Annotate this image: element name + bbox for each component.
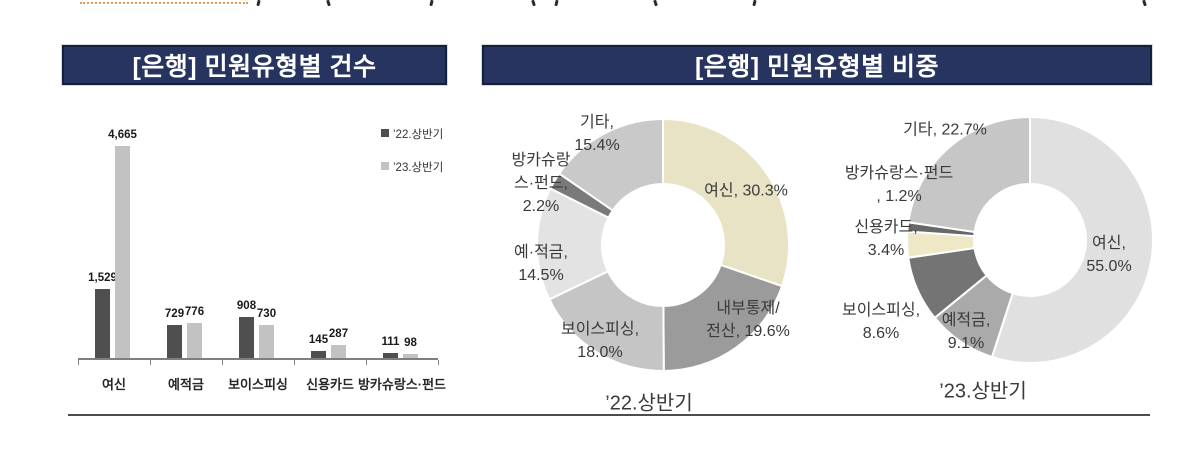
bar-h1-2023 — [115, 146, 130, 358]
donut-slice-label: 기타, 15.4% — [574, 113, 620, 154]
legend-marker — [381, 129, 389, 137]
donut-slice-여신 — [662, 117, 790, 288]
bar-h1-2022 — [383, 353, 398, 358]
x-axis-tick — [438, 360, 439, 365]
category-label: 여신 — [102, 377, 126, 392]
right-panel-title: [은행] 민원유형별 비중 — [694, 53, 940, 81]
bar-value-label: 729 — [164, 308, 185, 320]
donut-slice-label: 방카슈랑 스·펀드, 2.2% — [511, 152, 571, 216]
donut-slice-label: 보이스피싱, 18.0% — [560, 320, 640, 361]
donut-chart-h1-2022 — [536, 117, 790, 373]
category-label: 보이스피싱 — [228, 377, 288, 392]
clipped-dotted-underline — [80, 2, 248, 4]
donut-slice-여신 — [990, 115, 1154, 364]
bar-h1-2023 — [331, 345, 346, 358]
x-axis-line — [78, 358, 438, 360]
bar-h1-2023 — [259, 325, 274, 358]
bar-h1-2022 — [239, 317, 254, 358]
bar-value-label: 145 — [308, 334, 329, 346]
donut-slice-label: 예·적금, 14.5% — [514, 243, 568, 284]
category-label: 예적금 — [168, 377, 204, 392]
category-label: 방카슈랑스·펀드 — [357, 377, 447, 392]
x-axis-tick — [150, 360, 151, 365]
x-axis-tick — [366, 360, 367, 365]
bar-h1-2023 — [187, 323, 202, 358]
legend-label: ’23.상반기 — [393, 162, 444, 174]
bar-h1-2022 — [311, 351, 326, 358]
donut-slice-내부통제/전산 — [662, 263, 784, 373]
donut-slice-label: 여신, 55.0% — [1086, 234, 1132, 275]
bar-value-label: 287 — [328, 328, 349, 340]
donut-slice-기타 — [907, 115, 1031, 234]
left-panel-title-bar: [은행] 민원유형별 건수 — [62, 45, 447, 85]
bar-value-label: 111 — [381, 336, 400, 348]
donut-slice-label: 방카슈랑스·펀드 , 1.2% — [844, 164, 954, 205]
donut-chart-h1-2023 — [906, 115, 1154, 364]
bar-h1-2022 — [95, 289, 110, 358]
legend-marker — [381, 162, 389, 170]
donut-caption-2022: ’22.상반기 — [605, 392, 693, 415]
x-axis-tick — [222, 360, 223, 365]
bar-value-label: 98 — [404, 337, 417, 349]
donut-slice-기타 — [557, 117, 664, 212]
donut-caption-2023: ’23.상반기 — [939, 380, 1027, 403]
bar-value-label: 1,529 — [88, 272, 117, 284]
donut-slice-label: 기타, 22.7% — [903, 121, 987, 139]
bottom-rule — [68, 414, 1150, 416]
donut-slice-label: 여신, 30.3% — [704, 182, 788, 200]
bar-h1-2023 — [403, 354, 418, 358]
bar-h1-2022 — [167, 325, 182, 358]
left-panel-title: [은행] 민원유형별 건수 — [132, 53, 377, 81]
bar-value-label: 4,665 — [108, 129, 137, 141]
donut-slice-보이스피싱 — [547, 269, 665, 372]
legend-label: ’22.상반기 — [393, 129, 444, 141]
bar-value-label: 908 — [236, 300, 257, 312]
donut-slice-label: 신용카드, 3.4% — [854, 218, 918, 259]
x-axis-tick — [294, 360, 295, 365]
donut-slice-label: 보이스피싱, 8.6% — [841, 301, 921, 342]
bar-value-label: 730 — [256, 308, 277, 320]
x-axis-tick — [78, 360, 79, 365]
right-panel-title-bar: [은행] 민원유형별 비중 — [482, 45, 1152, 85]
bar-value-label: 776 — [184, 306, 205, 318]
donut-slice-label: 예적금, 9.1% — [941, 311, 991, 352]
category-label: 신용카드 — [306, 377, 354, 392]
donut-slice-label: 내부통제/ 전산, 19.6% — [706, 299, 790, 340]
